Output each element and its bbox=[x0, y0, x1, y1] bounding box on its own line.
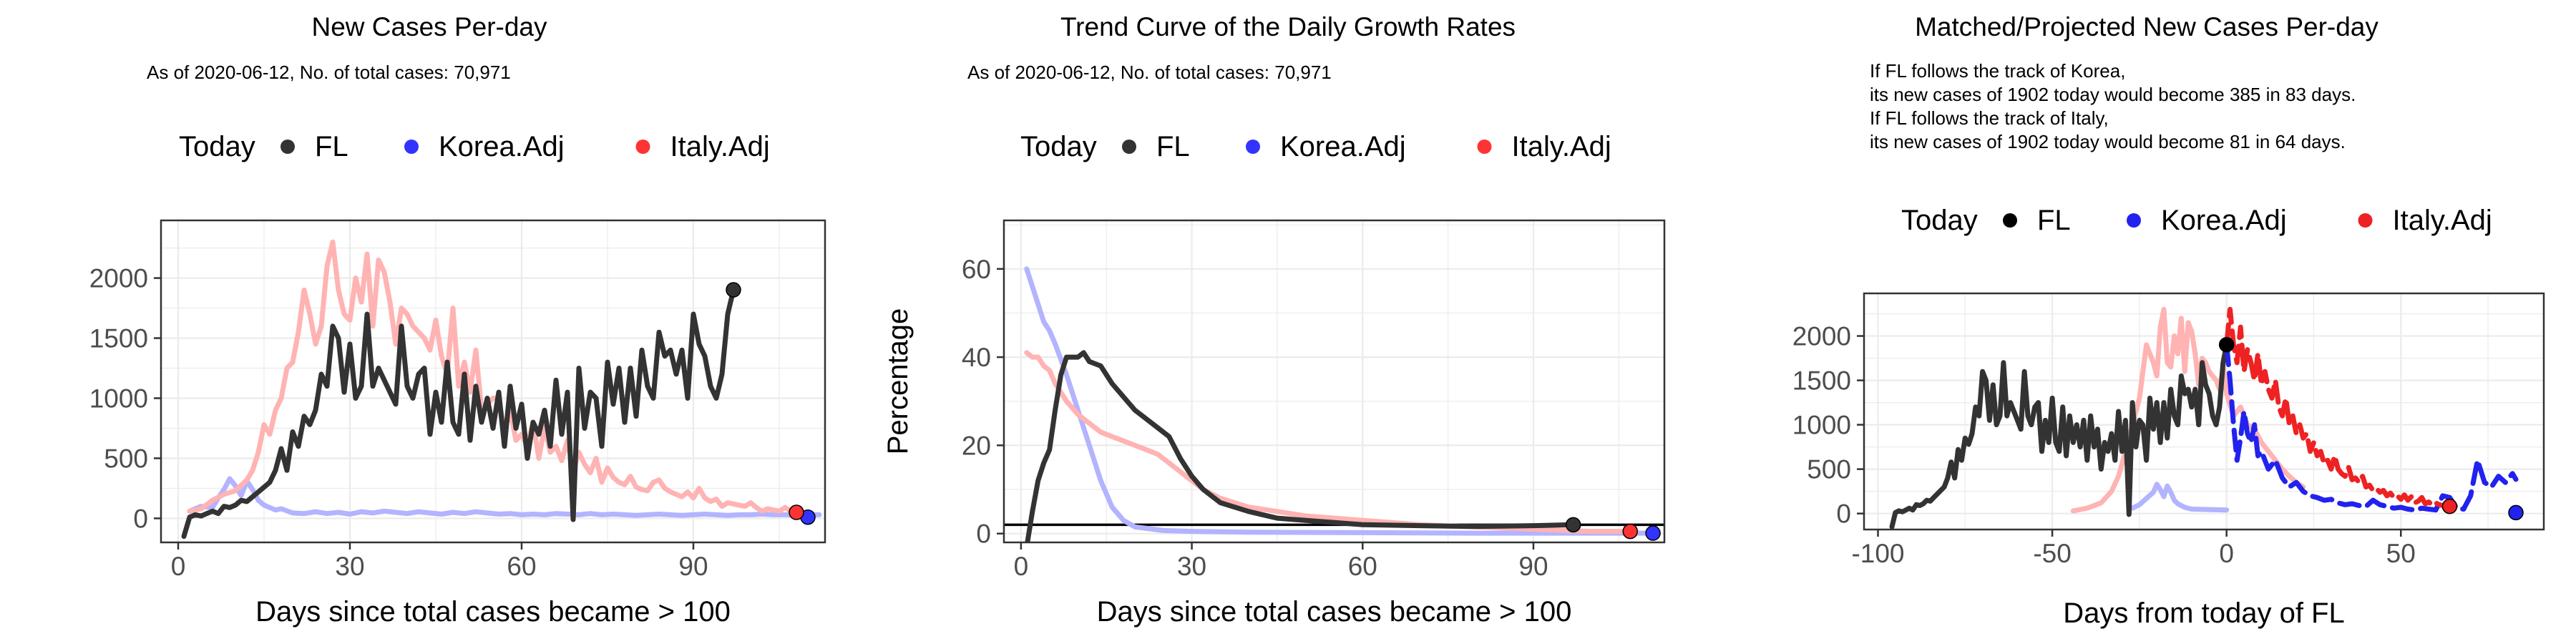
legend-marker bbox=[635, 140, 650, 154]
plot-background bbox=[1004, 220, 1664, 542]
legend-label: Korea.Adj bbox=[439, 131, 565, 162]
y-tick-label: 0 bbox=[133, 504, 148, 533]
y-tick-label: 40 bbox=[962, 343, 991, 372]
x-tick-label: 30 bbox=[335, 552, 364, 581]
chart-title: Matched/Projected New Cases Per-day bbox=[1915, 12, 2379, 42]
y-axis-label: Percentage bbox=[882, 308, 914, 455]
chart-panel-2: Trend Curve of the Daily Growth Rates As … bbox=[882, 12, 1666, 628]
x-tick-label: -50 bbox=[2033, 539, 2071, 568]
y-tick-label: 0 bbox=[976, 519, 991, 549]
x-tick-label: -100 bbox=[1851, 539, 1904, 568]
series-line-fl bbox=[1889, 342, 2230, 530]
chart-subtitle: As of 2020-06-12, No. of total cases: 70… bbox=[147, 62, 511, 83]
plot-border bbox=[160, 219, 826, 544]
x-tick-label: 60 bbox=[507, 552, 536, 581]
legend-marker bbox=[1246, 140, 1260, 154]
plot-border bbox=[1002, 219, 1666, 544]
x-axis-label: Days since total cases became > 100 bbox=[255, 596, 731, 628]
x-tick-label: 60 bbox=[1348, 552, 1377, 581]
series-line-fl bbox=[181, 287, 736, 540]
x-tick-label: 30 bbox=[1177, 552, 1206, 581]
y-tick-label: 20 bbox=[962, 431, 991, 460]
x-tick-label: 90 bbox=[1518, 552, 1548, 581]
legend-marker bbox=[2003, 213, 2017, 228]
endpoint-marker-korea-adj bbox=[1645, 525, 1661, 541]
annotation-line: If FL follows the track of Italy, bbox=[1870, 107, 2109, 129]
y-tick-label: 2000 bbox=[1792, 322, 1851, 351]
y-tick-label: 0 bbox=[1836, 499, 1851, 529]
legend-title: Today bbox=[179, 131, 255, 162]
legend-marker bbox=[1477, 140, 1492, 154]
y-tick-label: 1000 bbox=[1792, 411, 1851, 440]
endpoint-marker-italy-adj bbox=[1622, 523, 1639, 540]
legend-label: FL bbox=[1156, 131, 1190, 162]
series-line-fl bbox=[1025, 350, 1576, 542]
annotation-line: its new cases of 1902 today would become… bbox=[1870, 84, 2356, 105]
plot-border bbox=[1863, 292, 2545, 531]
legend-label: FL bbox=[2037, 205, 2071, 236]
annotation-line: its new cases of 1902 today would become… bbox=[1870, 131, 2346, 152]
x-tick-label: 90 bbox=[678, 552, 708, 581]
x-tick-label: 0 bbox=[171, 552, 186, 581]
x-axis-label: Days since total cases became > 100 bbox=[1097, 596, 1572, 628]
legend-title: Today bbox=[1020, 131, 1097, 162]
endpoint-marker-korea-adj bbox=[2508, 504, 2524, 521]
series-line-italy-adj bbox=[1024, 350, 1639, 535]
legend-marker bbox=[404, 140, 419, 154]
legend-label: Italy.Adj bbox=[2393, 205, 2492, 236]
legend-label: Italy.Adj bbox=[670, 131, 770, 162]
legend-label: Korea.Adj bbox=[2161, 205, 2287, 236]
legend: Today FL Korea.Adj Italy.Adj bbox=[1901, 205, 2492, 236]
series-group bbox=[1889, 306, 2519, 530]
chart-title: New Cases Per-day bbox=[311, 12, 547, 42]
endpoint-marker-fl bbox=[1565, 517, 1581, 533]
plot-background bbox=[161, 220, 825, 542]
endpoint-marker-italy-adj bbox=[789, 504, 804, 520]
endpoint-marker-fl bbox=[726, 282, 741, 298]
y-tick-label: 1000 bbox=[89, 384, 148, 414]
series-line-korea-adj bbox=[1024, 266, 1650, 536]
legend-marker bbox=[280, 140, 295, 154]
legend-title: Today bbox=[1901, 205, 1978, 236]
endpoint-marker-fl bbox=[2218, 336, 2235, 353]
series-line-korea-adj-projected- bbox=[2224, 342, 2519, 513]
y-tick-label: 1500 bbox=[1792, 366, 1851, 396]
legend-label: Korea.Adj bbox=[1280, 131, 1406, 162]
legend-label: FL bbox=[315, 131, 348, 162]
x-tick-label: 0 bbox=[1014, 552, 1029, 581]
chart-subtitle: As of 2020-06-12, No. of total cases: 70… bbox=[967, 62, 1332, 83]
legend-marker bbox=[1122, 140, 1136, 154]
legend: Today FL Korea.Adj Italy.Adj bbox=[1020, 131, 1611, 162]
x-tick-label: 0 bbox=[2219, 539, 2234, 568]
y-tick-label: 1500 bbox=[89, 324, 148, 353]
legend: Today FL Korea.Adj Italy.Adj bbox=[179, 131, 770, 162]
y-tick-label: 60 bbox=[962, 255, 991, 284]
y-tick-label: 500 bbox=[1807, 455, 1851, 484]
endpoint-marker-italy-adj bbox=[2441, 498, 2458, 514]
annotation-line: If FL follows the track of Korea, bbox=[1870, 60, 2125, 82]
series-line-korea-adj bbox=[187, 476, 822, 518]
legend-marker bbox=[2127, 213, 2141, 228]
y-tick-label: 500 bbox=[104, 444, 148, 473]
series-group bbox=[1024, 266, 1650, 542]
series-line-korea-adj-matched- bbox=[2129, 482, 2230, 513]
series-line-italy-adj-projected- bbox=[2224, 306, 2452, 509]
series-group bbox=[181, 239, 822, 540]
y-tick-label: 2000 bbox=[89, 264, 148, 293]
chart-panel-3: Matched/Projected New Cases Per-day If FL… bbox=[1792, 12, 2545, 629]
legend-marker bbox=[2358, 213, 2373, 228]
chart-panel-1: New Cases Per-day As of 2020-06-12, No. o… bbox=[89, 12, 826, 628]
x-axis-label: Days from today of FL bbox=[2063, 597, 2344, 629]
x-tick-label: 50 bbox=[2386, 539, 2416, 568]
legend-label: Italy.Adj bbox=[1512, 131, 1611, 162]
chart-title: Trend Curve of the Daily Growth Rates bbox=[1060, 12, 1516, 42]
